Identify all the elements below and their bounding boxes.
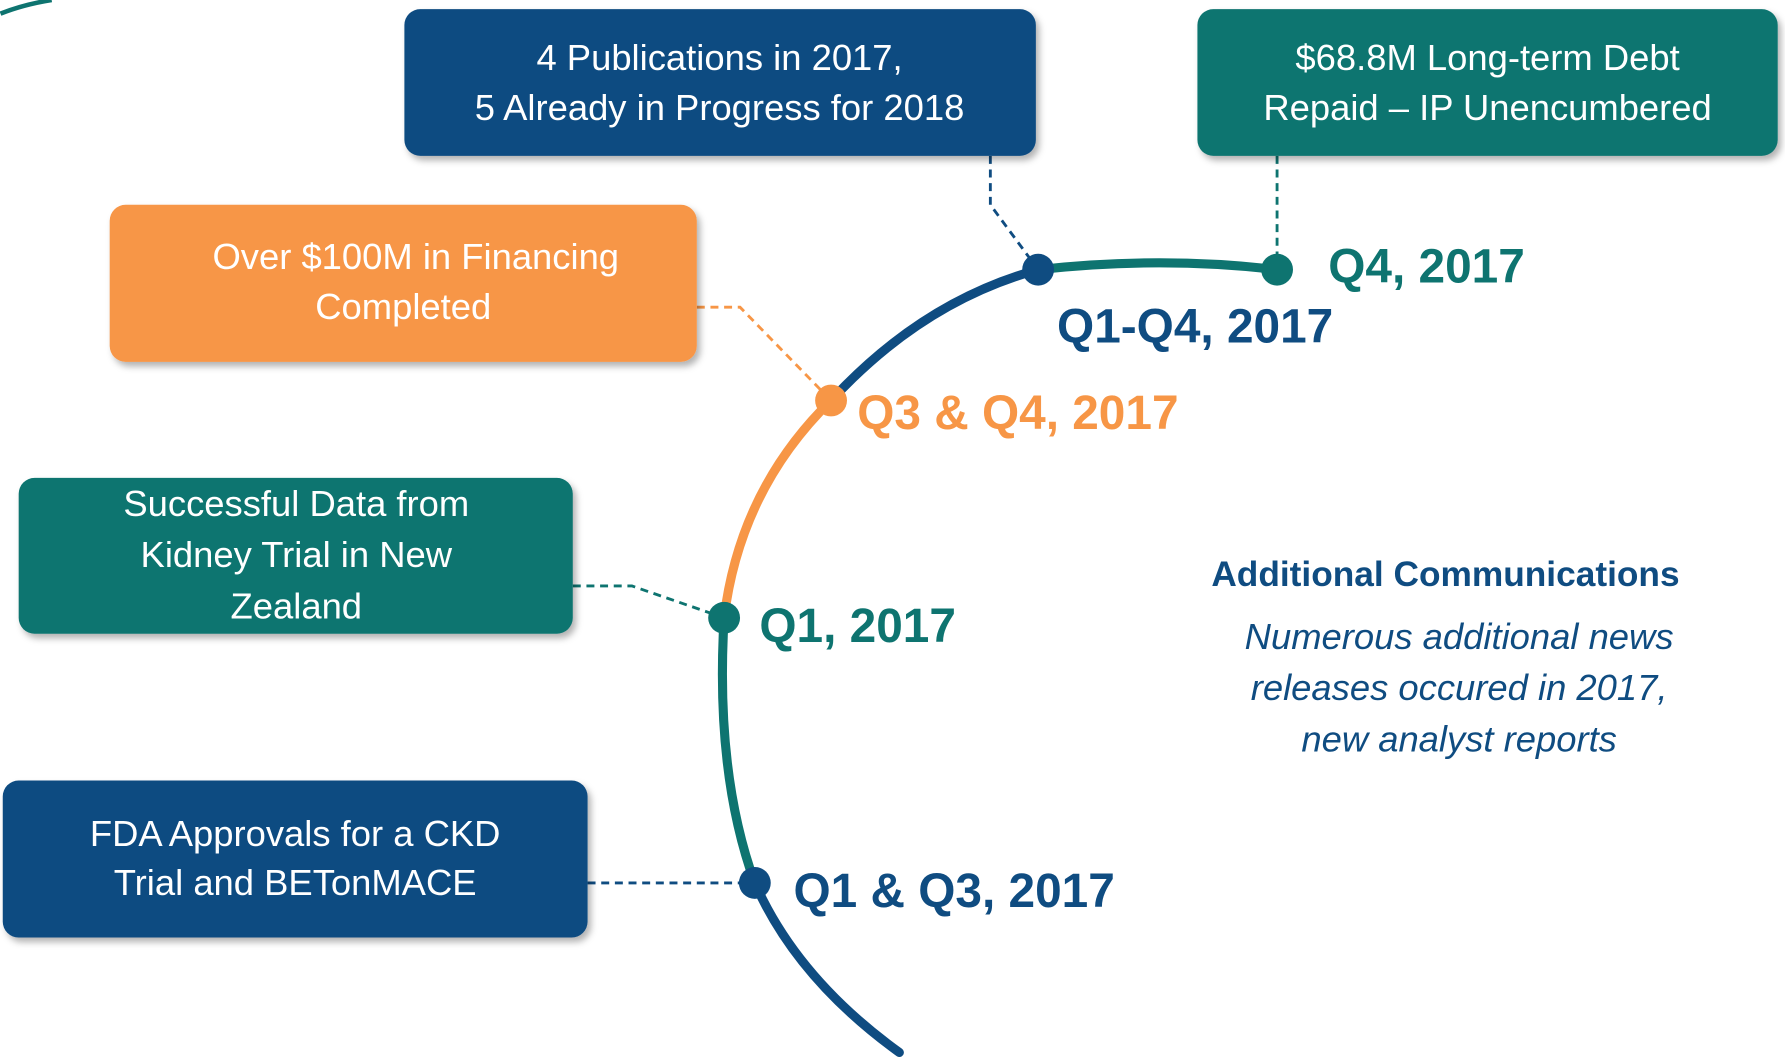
milestone-dot bbox=[1261, 253, 1293, 286]
milestone-dot bbox=[708, 601, 741, 634]
milestone-text: Zealand bbox=[231, 585, 363, 626]
milestone-text: 5 Already in Progress for 2018 bbox=[475, 87, 965, 128]
milestone-date: Q1 & Q3, 2017 bbox=[794, 865, 1115, 918]
milestone-box bbox=[404, 9, 1036, 156]
timeline-arc bbox=[719, 395, 836, 623]
connector bbox=[988, 155, 1040, 271]
timeline-arc bbox=[717, 613, 760, 888]
milestone-text: Repaid – IP Unencumbered bbox=[1263, 87, 1711, 128]
milestone-box bbox=[2, 780, 588, 938]
timeline-arc bbox=[826, 265, 1043, 406]
milestone-dot bbox=[738, 866, 771, 899]
timeline-arc bbox=[1033, 258, 1282, 275]
connector bbox=[572, 584, 725, 620]
milestone-dot bbox=[1022, 253, 1055, 286]
milestone-text: $68.8M Long-term Debt bbox=[1295, 37, 1679, 78]
milestone-box bbox=[18, 477, 573, 634]
additional-title: Additional Communications bbox=[1211, 555, 1679, 594]
additional-text: releases occured in 2017, bbox=[1251, 667, 1668, 708]
milestone-text: FDA Approvals for a CKD bbox=[90, 813, 501, 854]
corner-decoration bbox=[0, 0, 53, 16]
timeline-arc bbox=[750, 878, 904, 1057]
milestone-text: Trial and BETonMACE bbox=[114, 862, 477, 903]
milestone-text: Kidney Trial in New bbox=[141, 534, 453, 575]
milestone-date: Q3 & Q4, 2017 bbox=[857, 387, 1178, 440]
milestone-text: Successful Data from bbox=[123, 483, 469, 524]
milestone-box bbox=[109, 204, 697, 362]
milestone-text: Over $100M in Financing bbox=[212, 236, 619, 277]
additional-text: Numerous additional news bbox=[1245, 616, 1674, 657]
milestone-date: Q4, 2017 bbox=[1328, 240, 1525, 293]
milestone-date: Q1, 2017 bbox=[759, 600, 956, 653]
milestone-box bbox=[1197, 9, 1778, 156]
milestone-date: Q1-Q4, 2017 bbox=[1057, 301, 1333, 354]
milestone-dot bbox=[815, 384, 847, 417]
milestone-text: Completed bbox=[315, 286, 491, 327]
milestone-text: 4 Publications in 2017, bbox=[536, 37, 902, 78]
connector bbox=[696, 305, 833, 402]
additional-text: new analyst reports bbox=[1301, 718, 1617, 759]
